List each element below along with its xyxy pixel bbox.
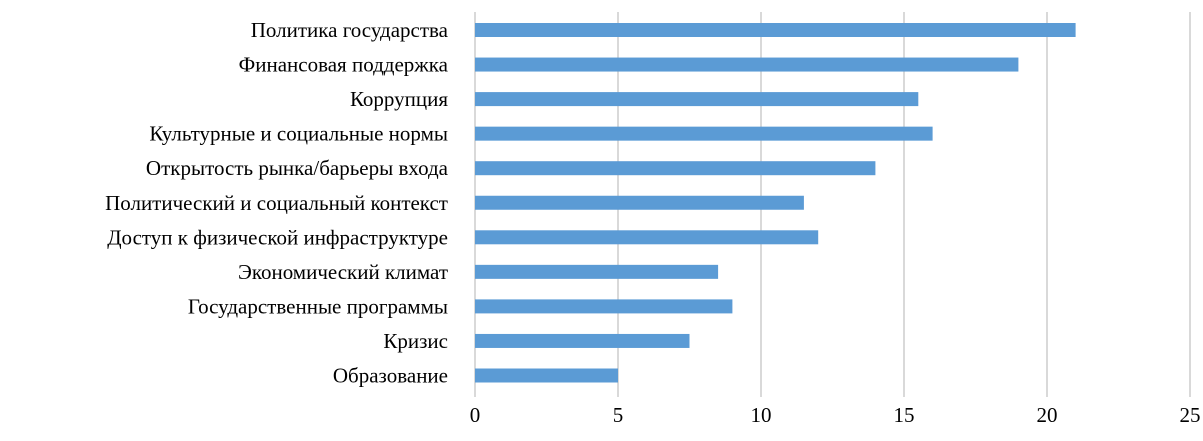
category-label: Культурные и социальные нормы bbox=[149, 122, 448, 146]
bar bbox=[475, 57, 1019, 72]
x-tick-label: 25 bbox=[1180, 403, 1201, 427]
category-label: Политический и социальный контекст bbox=[105, 191, 448, 215]
category-labels: Политика государства Финансовая поддержка… bbox=[105, 18, 449, 388]
category-label: Финансовая поддержка bbox=[239, 53, 449, 77]
x-axis-tick-labels: 0 5 10 15 20 25 bbox=[470, 403, 1201, 427]
bars bbox=[475, 23, 1076, 383]
bar bbox=[475, 126, 933, 141]
bar bbox=[475, 23, 1076, 37]
category-label: Доступ к физической инфраструктуре bbox=[107, 225, 448, 249]
x-tick-label: 5 bbox=[613, 403, 624, 427]
bar bbox=[475, 195, 804, 210]
bar bbox=[475, 230, 819, 245]
category-label: Образование bbox=[333, 364, 448, 388]
bar bbox=[475, 299, 733, 314]
x-tick-label: 15 bbox=[894, 403, 915, 427]
bar bbox=[475, 368, 618, 383]
bar bbox=[475, 264, 719, 279]
category-label: Коррупция bbox=[350, 87, 448, 111]
category-label: Политика государства bbox=[251, 18, 449, 42]
category-label: Экономический климат bbox=[238, 260, 448, 284]
x-tick-label: 0 bbox=[470, 403, 481, 427]
x-tick-label: 10 bbox=[751, 403, 772, 427]
category-label: Кризис bbox=[383, 329, 448, 353]
bar bbox=[475, 333, 690, 348]
category-label: Открытость рынка/барьеры входа bbox=[146, 156, 449, 180]
category-label: Государственные программы bbox=[188, 294, 448, 318]
bar bbox=[475, 92, 919, 107]
bar bbox=[475, 161, 876, 176]
x-tick-label: 20 bbox=[1037, 403, 1058, 427]
